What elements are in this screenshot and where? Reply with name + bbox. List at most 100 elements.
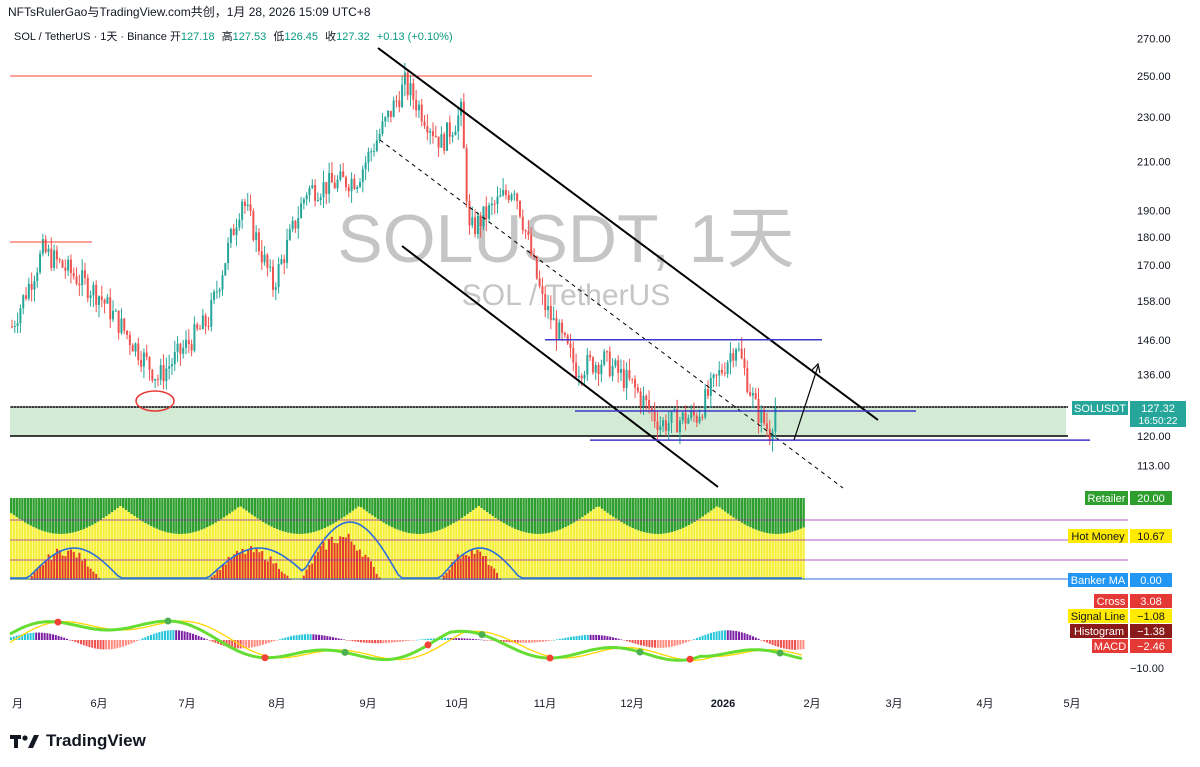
- candle-body: [493, 203, 496, 205]
- candle: [215, 280, 218, 299]
- retailer-bar: [304, 498, 307, 534]
- hot-money-bar: [244, 554, 247, 580]
- candle-body: [387, 110, 390, 118]
- price-tag-value: 127.32: [1141, 403, 1175, 415]
- retailer-bar: [71, 498, 74, 533]
- macd-histogram-bar: [108, 640, 110, 650]
- candle-body: [600, 364, 603, 375]
- retailer-fill-bar: [88, 526, 91, 580]
- macd-histogram-bar: [774, 640, 777, 646]
- hot-money-tag-value: 10.67: [1137, 531, 1165, 543]
- candle-body: [735, 349, 738, 361]
- retailer-bar: [172, 498, 175, 534]
- retailer-fill-bar: [371, 515, 374, 580]
- hot-money-bar: [30, 576, 33, 580]
- macd-histogram-bar: [631, 640, 634, 643]
- retailer-fill-bar: [74, 531, 77, 580]
- retailer-bar: [133, 498, 136, 516]
- retailer-bar: [287, 498, 290, 533]
- retailer-fill-bar: [424, 533, 427, 580]
- candle-body: [272, 266, 274, 290]
- macd-histogram-bar: [693, 639, 696, 640]
- x-tick-label: 10月: [445, 698, 468, 710]
- candle-body: [535, 256, 538, 279]
- hot-money-bar: [372, 566, 375, 580]
- retailer-fill-bar: [494, 518, 497, 580]
- retailer-fill-bar: [239, 506, 242, 580]
- retailer-fill-bar: [516, 530, 520, 580]
- retailer-fill-bar: [525, 532, 528, 580]
- candle: [263, 246, 266, 266]
- legend-low: 126.45: [284, 31, 319, 43]
- candle-body: [726, 362, 729, 374]
- retailer-fill-bar: [323, 528, 326, 580]
- retailer-fill-bar: [656, 533, 660, 580]
- macd-histogram-bar: [208, 640, 211, 641]
- retailer-fill-bar: [183, 533, 186, 580]
- tradingview-footer[interactable]: TradingView: [10, 728, 146, 754]
- candle: [662, 417, 665, 432]
- candle: [83, 262, 86, 285]
- retailer-bar: [449, 498, 452, 525]
- y-tick-label: 113.00: [1137, 460, 1170, 472]
- candle-body: [634, 379, 637, 388]
- candle-body: [378, 133, 381, 141]
- retailer-bar: [343, 498, 346, 517]
- candle-body: [170, 364, 173, 367]
- candle-body: [16, 323, 19, 326]
- macd-histogram-bar: [362, 640, 365, 643]
- header-title: NFTsRulerGao与TradingView.com共创，1月 28, 20…: [8, 5, 371, 19]
- candle-body: [457, 115, 460, 132]
- retailer-bar: [155, 498, 158, 529]
- retailer-fill-bar: [348, 512, 352, 580]
- macd-histogram-bar: [796, 640, 799, 650]
- candle-body: [389, 110, 392, 117]
- retailer-fill-bar: [547, 532, 550, 580]
- retailer-fill-bar: [578, 519, 581, 580]
- signal-line-tag-name: Signal Line: [1071, 611, 1125, 623]
- retailer-bar: [710, 498, 713, 511]
- macd-histogram-bar: [175, 630, 178, 640]
- retailer-fill-bar: [292, 533, 296, 580]
- candle-body: [50, 248, 53, 268]
- candle: [344, 175, 347, 192]
- retailer-fill-bar: [572, 522, 576, 580]
- candle: [159, 358, 162, 385]
- retailer-bar: [435, 498, 438, 531]
- candle-body: [168, 366, 171, 369]
- candle-body: [269, 266, 272, 268]
- hot-money-bar: [227, 556, 230, 580]
- macd-histogram-bar: [500, 640, 502, 642]
- symbol-legend[interactable]: SOL / TetherUS · 1天 · Binance 开127.18 高1…: [14, 28, 457, 46]
- candle-body: [504, 190, 507, 195]
- candle: [33, 275, 36, 302]
- hot-money-bar: [342, 537, 344, 580]
- candle-body: [235, 227, 238, 236]
- candle: [162, 354, 165, 390]
- candle-body: [561, 322, 564, 333]
- legend-symbol[interactable]: SOL / TetherUS · 1天 · Binance: [14, 31, 167, 43]
- candle: [471, 206, 474, 229]
- retailer-bar: [656, 498, 660, 534]
- candle: [429, 128, 432, 145]
- retailer-bar: [38, 498, 41, 530]
- candle: [474, 209, 477, 238]
- retailer-bar: [637, 498, 640, 531]
- retailer-bar: [617, 498, 620, 521]
- candle: [134, 342, 137, 357]
- retailer-bar: [306, 498, 310, 534]
- macd-histogram-bar: [312, 634, 315, 640]
- candle-body: [474, 217, 477, 234]
- candle: [319, 193, 322, 206]
- candle-body: [204, 315, 207, 327]
- macd-histogram-bar: [80, 640, 82, 645]
- hot-money-tag: Hot Money 10.67: [1068, 529, 1172, 543]
- macd-histogram-bar: [82, 640, 85, 646]
- candle-body: [760, 409, 763, 423]
- macd-histogram-bar: [43, 632, 46, 640]
- watermark-sub: SOL / TetherUS: [462, 279, 670, 312]
- retailer-fill-bar: [508, 526, 511, 580]
- retailer-fill-bar: [374, 517, 377, 580]
- candle: [614, 358, 617, 369]
